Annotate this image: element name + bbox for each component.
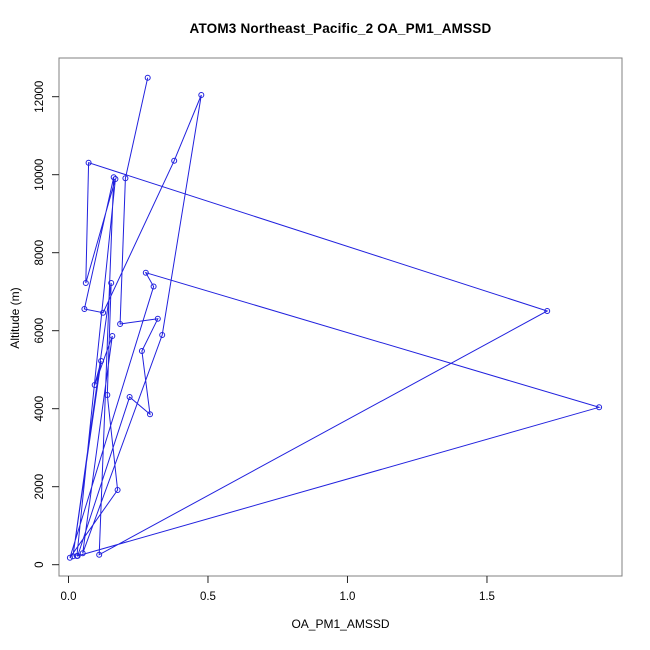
data-point xyxy=(126,394,133,400)
x-axis-tick-label: 0.0 xyxy=(60,591,76,603)
x-axis-tick-label: 1.0 xyxy=(339,591,355,603)
data-point xyxy=(104,392,111,398)
data-point xyxy=(150,283,157,290)
data-point xyxy=(198,92,205,98)
x-axis-tick-label: 0.5 xyxy=(200,591,216,603)
data-point xyxy=(108,280,115,286)
data-point xyxy=(142,269,149,276)
data-point xyxy=(154,315,161,322)
y-axis-tick-label: 8000 xyxy=(34,240,46,266)
data-point xyxy=(144,74,151,81)
y-axis-tick-label: 10000 xyxy=(34,159,46,191)
data-point xyxy=(82,280,89,286)
data-point xyxy=(544,308,551,314)
data-point xyxy=(81,306,88,312)
y-axis-tick-label: 2000 xyxy=(34,474,46,500)
y-axis-tick-label: 12000 xyxy=(34,81,46,113)
data-point xyxy=(98,358,105,364)
data-point xyxy=(122,175,129,182)
data-path xyxy=(69,77,601,558)
data-point xyxy=(114,487,121,493)
x-axis-title: OA_PM1_AMSSD xyxy=(291,617,390,631)
y-axis-title: Altitude (m) xyxy=(8,287,22,349)
data-point xyxy=(79,550,86,557)
data-point xyxy=(109,333,116,339)
data-point xyxy=(85,159,92,166)
data-point xyxy=(100,309,107,316)
data-point xyxy=(159,332,166,338)
data-point xyxy=(91,382,98,388)
data-point xyxy=(147,411,153,418)
y-axis-tick-label: 4000 xyxy=(34,396,46,422)
x-axis-tick-label: 1.5 xyxy=(479,591,495,603)
data-point xyxy=(66,554,73,561)
data-point xyxy=(138,348,145,354)
y-axis-tick-label: 6000 xyxy=(34,318,46,344)
chart-title: ATOM3 Northeast_Pacific_2 OA_PM1_AMSSD xyxy=(189,21,492,36)
data-point xyxy=(596,404,603,411)
data-point xyxy=(74,552,81,559)
data-point xyxy=(112,176,119,182)
plot-box xyxy=(58,57,623,577)
y-axis-tick-label: 0 xyxy=(34,561,46,567)
data-point xyxy=(96,551,103,558)
data-point xyxy=(117,321,124,327)
data-point xyxy=(171,157,178,164)
data-point xyxy=(110,174,117,181)
